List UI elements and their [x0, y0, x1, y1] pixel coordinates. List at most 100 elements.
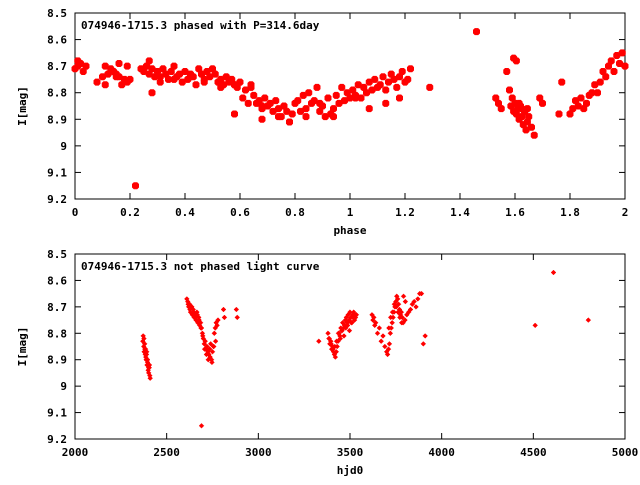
y-tick-label: 9: [60, 380, 67, 393]
data-point: [112, 70, 120, 78]
data-point: [389, 319, 395, 326]
data-point: [386, 325, 392, 331]
data-point: [332, 91, 340, 99]
data-point: [321, 113, 329, 121]
data-point: [211, 343, 217, 350]
data-point: [330, 113, 337, 121]
data-point: [580, 105, 588, 113]
data-point: [330, 105, 337, 113]
chart-title: 074946-1715.3 not phased light curve: [81, 260, 320, 273]
y-axis-label: I[mag]: [16, 327, 29, 367]
data-point: [550, 269, 557, 276]
data-point: [396, 94, 403, 102]
data-point: [198, 70, 205, 78]
data-point: [215, 317, 221, 323]
data-point: [473, 28, 480, 36]
data-point: [497, 105, 505, 113]
data-point: [374, 330, 381, 337]
y-tick-label: 8.8: [47, 327, 67, 340]
data-point: [333, 338, 340, 344]
data-point: [335, 330, 342, 337]
data-point: [341, 97, 348, 105]
data-point: [93, 78, 101, 86]
data-point: [618, 49, 626, 57]
data-point: [384, 351, 391, 358]
data-point: [621, 62, 629, 70]
data-point: [390, 75, 398, 83]
data-point: [503, 67, 511, 75]
x-tick-label: 0.2: [120, 206, 140, 219]
data-point: [613, 52, 621, 60]
data-point: [234, 314, 241, 321]
data-point: [389, 309, 396, 315]
data-point: [280, 102, 288, 110]
data-point: [536, 94, 544, 102]
data-point: [335, 99, 343, 107]
data-point: [147, 375, 153, 381]
x-tick-label: 1: [347, 206, 354, 219]
data-point: [387, 70, 395, 78]
data-point: [418, 290, 425, 297]
data-point: [200, 78, 208, 86]
y-tick-label: 8.6: [47, 34, 67, 47]
data-point: [382, 86, 390, 94]
data-point: [148, 89, 156, 97]
x-tick-label: 2000: [62, 446, 89, 459]
data-point: [522, 126, 530, 134]
data-point: [523, 105, 531, 113]
data-point: [198, 325, 204, 331]
data-point: [413, 304, 419, 310]
data-point: [422, 333, 428, 339]
data-point: [101, 81, 109, 89]
data-point: [368, 86, 376, 94]
data-point: [379, 73, 387, 81]
data-point: [316, 107, 324, 115]
data-point: [79, 67, 87, 75]
data-point: [190, 309, 197, 315]
data-point: [82, 62, 90, 70]
data-point: [387, 314, 394, 321]
y-tick-label: 9.1: [47, 166, 67, 179]
data-point: [426, 83, 434, 91]
data-point: [176, 70, 183, 78]
data-point: [525, 113, 533, 121]
data-point: [328, 341, 334, 347]
x-tick-label: 4500: [520, 446, 547, 459]
x-tick-label: 0.4: [175, 206, 195, 219]
plot-frame: [74, 253, 626, 440]
data-point: [347, 309, 353, 315]
data-point: [558, 78, 566, 86]
data-point: [610, 67, 618, 75]
data-point: [365, 105, 373, 113]
data-point: [393, 83, 401, 91]
data-point: [203, 67, 211, 75]
data-point: [385, 78, 392, 86]
data-point: [231, 110, 238, 118]
chart-panel-2: 2000 2500 3000 3500 4000 4500 5000 8.5 8.6 8.7 8.8…: [16, 248, 638, 477]
data-point: [126, 75, 134, 83]
data-point: [569, 105, 577, 113]
data-point: [583, 99, 590, 107]
data-point: [145, 57, 153, 65]
data-point: [187, 73, 194, 81]
y-tick-label: 8.5: [47, 248, 67, 261]
data-point: [192, 81, 200, 89]
data-point: [512, 57, 520, 65]
data-point: [275, 113, 282, 121]
data-point: [316, 338, 322, 344]
x-tick-label: 3000: [245, 446, 272, 459]
data-point: [386, 341, 393, 347]
x-tick-label: 3500: [337, 446, 364, 459]
data-point: [294, 97, 302, 105]
data-point: [518, 113, 526, 121]
x-tick-label: 1.2: [395, 206, 415, 219]
x-tick-label: 5000: [612, 446, 639, 459]
data-point: [242, 86, 249, 94]
data-point: [395, 309, 401, 315]
data-point: [141, 335, 147, 342]
data-point: [333, 349, 340, 355]
data-series: [71, 28, 629, 190]
data-point: [539, 99, 546, 107]
data-point: [201, 346, 208, 352]
data-point: [286, 118, 293, 126]
